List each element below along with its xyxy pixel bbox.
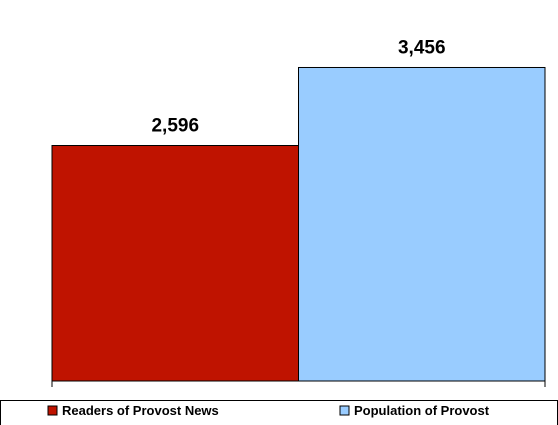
bar <box>298 66 546 382</box>
bar <box>51 145 299 382</box>
legend-label: Readers of Provost News <box>62 403 219 418</box>
legend: Readers of Provost News Population of Pro… <box>0 400 558 425</box>
legend-swatch <box>339 405 350 416</box>
legend-label: Population of Provost <box>354 403 490 418</box>
data-label: 3,456 <box>398 37 446 58</box>
legend-swatch <box>47 405 58 416</box>
plot-area: 2,596 3,456 <box>51 37 546 387</box>
legend-box <box>0 400 558 425</box>
data-label: 2,596 <box>151 116 199 137</box>
